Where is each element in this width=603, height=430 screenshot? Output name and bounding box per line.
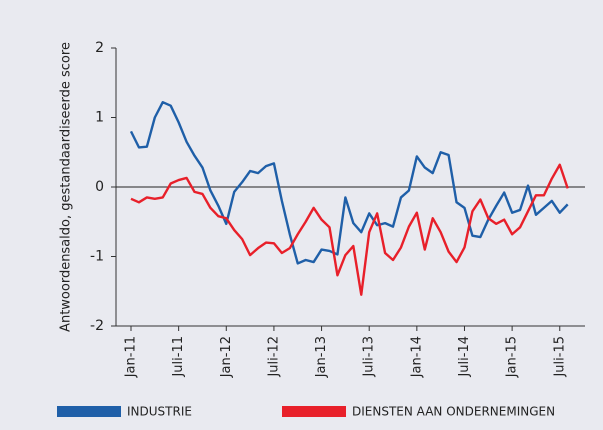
x-tick-label: Jan-14 [409,336,424,378]
x-tick-label: Juli-13 [362,336,377,378]
x-tick-label: Juli-14 [457,336,472,378]
x-tick-label: Jan-13 [314,336,329,378]
y-tick-label: 0 [95,179,104,195]
legend-label: INDUSTRIE [127,405,192,419]
x-tick-label: Jan-15 [505,336,520,378]
y-tick-label: -2 [90,318,104,334]
x-tick-label: Jan-11 [124,336,139,378]
x-tick-label: Jan-12 [219,336,234,378]
legend-swatch [57,406,121,417]
legend-label: DIENSTEN AAN ONDERNEMINGEN [352,405,555,419]
x-tick-label: Juli-11 [171,336,186,378]
y-axis-label: Antwoordensaldo, gestandaardiseerde scor… [59,42,74,332]
y-tick-label: 1 [95,110,104,126]
y-tick-label: 2 [95,40,104,56]
x-tick-label: Juli-12 [266,336,281,378]
series-line [130,163,569,296]
x-tick-label: Juli-15 [552,336,567,378]
legend-swatch [282,406,346,417]
y-tick-label: -1 [90,249,104,265]
series-line [129,101,569,265]
